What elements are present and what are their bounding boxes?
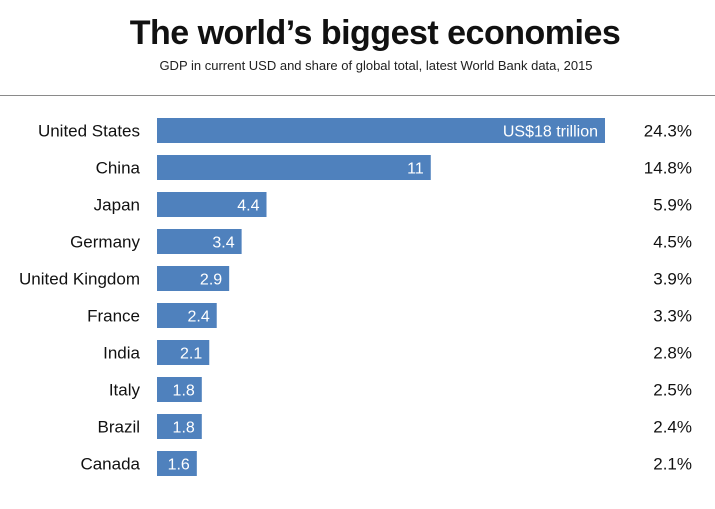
bar — [157, 192, 267, 217]
value-label: 2.9 — [200, 272, 222, 289]
value-label: 4.4 — [237, 198, 259, 215]
bar — [157, 229, 242, 254]
value-label: US$18 trillion — [503, 124, 598, 141]
category-label: Germany — [70, 233, 140, 252]
value-label: 2.1 — [180, 346, 202, 363]
bar — [157, 266, 230, 291]
value-label: 1.6 — [168, 457, 190, 474]
bar — [157, 303, 217, 328]
category-label: United States — [38, 122, 140, 141]
value-label: 1.8 — [173, 420, 195, 437]
share-label: 3.3% — [653, 307, 692, 326]
bar — [157, 451, 197, 476]
bar — [157, 118, 605, 143]
category-label: United Kingdom — [19, 270, 140, 289]
category-label: Canada — [80, 455, 140, 474]
category-label: India — [103, 344, 140, 363]
share-label: 2.5% — [653, 381, 692, 400]
share-label: 2.1% — [653, 455, 692, 474]
chart-title: The world’s biggest economies — [129, 14, 621, 52]
share-label: 2.4% — [653, 418, 692, 437]
value-label: 2.4 — [187, 309, 209, 326]
share-label: 3.9% — [653, 270, 692, 289]
bar — [157, 377, 202, 402]
value-label: 1.8 — [173, 383, 195, 400]
share-label: 24.3% — [644, 122, 692, 141]
header-divider — [0, 95, 715, 96]
category-label: China — [96, 159, 141, 178]
category-label: Italy — [109, 381, 141, 400]
value-label: 3.4 — [212, 235, 234, 252]
share-label: 14.8% — [644, 159, 692, 178]
bar — [157, 340, 210, 365]
share-label: 2.8% — [653, 344, 692, 363]
share-label: 5.9% — [653, 196, 692, 215]
category-label: Japan — [94, 196, 140, 215]
category-label: France — [87, 307, 140, 326]
value-label: 11 — [407, 161, 424, 178]
bar — [157, 155, 431, 180]
category-label: Brazil — [97, 418, 140, 437]
chart-subtitle: GDP in current USD and share of global t… — [159, 58, 593, 73]
bar — [157, 414, 202, 439]
share-label: 4.5% — [653, 233, 692, 252]
